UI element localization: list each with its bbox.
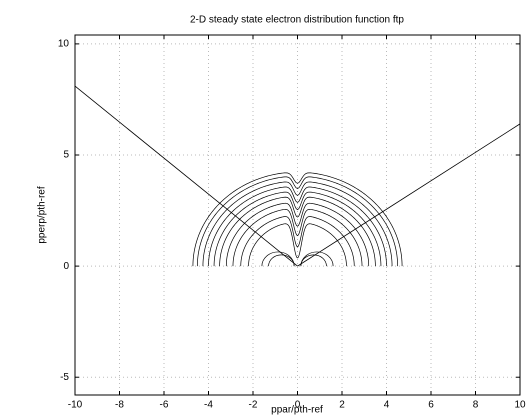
contour <box>240 216 355 267</box>
x-tick-label: 10 <box>514 400 526 411</box>
x-tick-label: 2 <box>339 400 345 411</box>
line <box>297 123 521 267</box>
contour <box>219 196 376 267</box>
contour <box>197 176 398 267</box>
y-tick-label: 0 <box>63 261 69 272</box>
chart-title: 2-D steady state electron distribution f… <box>190 15 404 26</box>
x-tick-label: 0 <box>295 400 301 411</box>
contour <box>208 186 387 267</box>
x-tick-label: -6 <box>160 400 169 411</box>
contour <box>192 172 403 267</box>
contour <box>232 209 363 267</box>
x-tick-label: -4 <box>204 400 213 411</box>
contour <box>261 251 334 267</box>
x-tick-label: 6 <box>428 400 434 411</box>
x-tick-label: 4 <box>384 400 390 411</box>
contour <box>213 191 382 267</box>
contour <box>268 254 327 267</box>
x-axis-label: ppar/pth-ref <box>271 405 323 416</box>
x-tick-label: 8 <box>473 400 479 411</box>
y-tick-label: -5 <box>60 372 69 383</box>
x-tick-label: -2 <box>249 400 258 411</box>
x-tick-label: -10 <box>68 400 83 411</box>
contour <box>202 181 393 267</box>
y-tick-label: 10 <box>58 39 70 50</box>
x-tick-label: -8 <box>115 400 124 411</box>
line <box>74 85 298 267</box>
y-axis-label: pperp/pth-ref <box>37 186 48 243</box>
contour <box>248 223 347 267</box>
y-tick-label: 5 <box>63 150 69 161</box>
contour <box>225 202 370 267</box>
plot-frame <box>74 34 521 396</box>
